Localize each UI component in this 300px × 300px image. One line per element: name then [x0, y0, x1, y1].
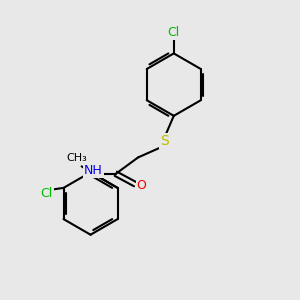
Text: Cl: Cl — [168, 26, 180, 38]
Text: S: S — [160, 134, 169, 148]
Text: Cl: Cl — [40, 187, 53, 200]
Text: CH₃: CH₃ — [67, 153, 88, 163]
Text: O: O — [137, 179, 147, 192]
Text: NH: NH — [84, 164, 103, 177]
